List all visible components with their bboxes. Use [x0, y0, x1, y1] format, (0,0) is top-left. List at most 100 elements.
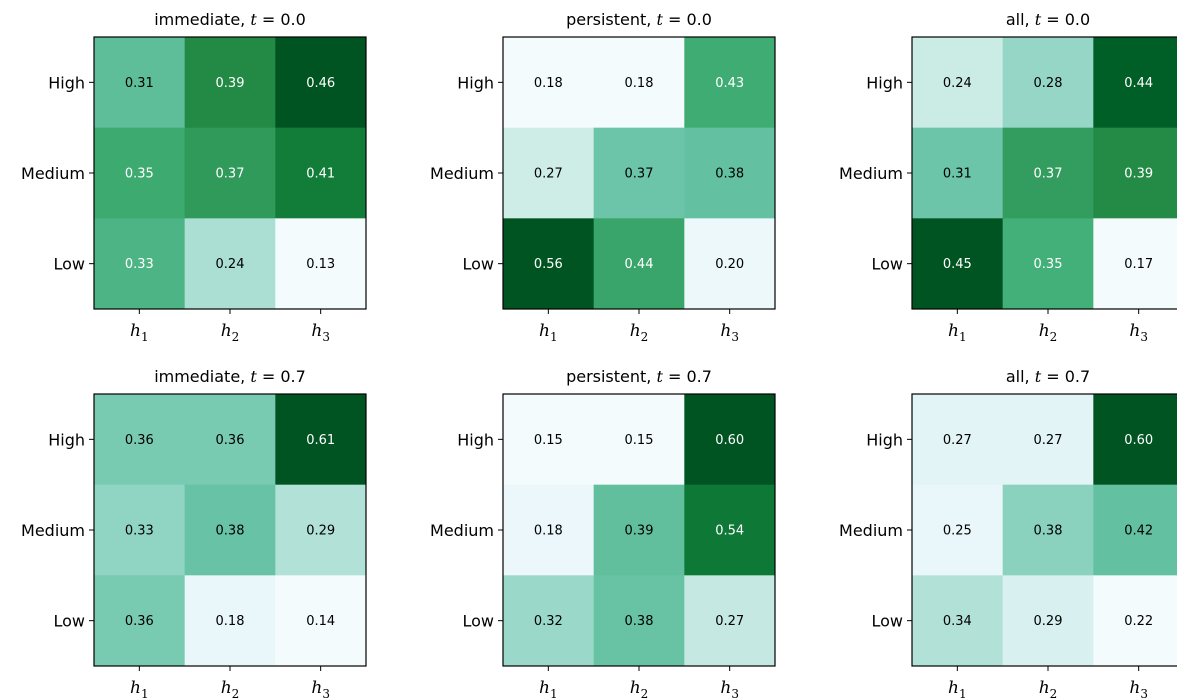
heatmap-cell — [184, 127, 276, 219]
heatmap-cell — [503, 127, 595, 219]
cell-value-label: 0.28 — [1034, 76, 1063, 91]
x-tick-label: h2 — [221, 678, 240, 700]
heatmap-cell — [1093, 218, 1177, 310]
heatmap-cell — [1002, 394, 1094, 486]
cell-value-label: 0.14 — [306, 614, 335, 629]
cell-value-label: 0.37 — [216, 167, 245, 182]
cell-value-label: 0.39 — [1124, 167, 1153, 182]
cell-value-label: 0.35 — [1034, 257, 1063, 272]
heatmap-cell — [184, 218, 276, 310]
cell-value-label: 0.39 — [625, 524, 654, 539]
cell-value-label: 0.38 — [715, 167, 744, 182]
heatmap-panel: 0.36 0.36 0.61 0.33 0.38 0.29 0.36 0.18 0.14 imme… — [21, 367, 367, 700]
cell-value-label: 0.43 — [715, 76, 744, 91]
y-tick-label: Medium — [430, 521, 494, 540]
heatmap-cell — [912, 575, 1004, 667]
x-tick-label: h1 — [539, 678, 558, 700]
heatmap-cell — [912, 394, 1004, 486]
heatmap-cell — [1093, 127, 1177, 219]
heatmap-cell — [1093, 575, 1177, 667]
x-tick-label: h3 — [1129, 321, 1148, 344]
y-tick-label: Medium — [21, 521, 85, 540]
cell-value-label: 0.38 — [1034, 524, 1063, 539]
heatmap-cell — [275, 37, 367, 129]
heatmap-cell — [275, 575, 367, 667]
cell-value-label: 0.46 — [306, 76, 335, 91]
cell-value-label: 0.29 — [1034, 614, 1063, 629]
y-tick-label: High — [48, 430, 85, 449]
y-tick-label: Medium — [839, 164, 903, 183]
x-tick-label: h3 — [1129, 678, 1148, 700]
cell-value-label: 0.60 — [1124, 433, 1153, 448]
cell-value-label: 0.15 — [534, 433, 563, 448]
heatmap-cell — [94, 218, 186, 310]
heatmap-cell — [912, 127, 1004, 219]
heatmap-panel: 0.24 0.28 0.44 0.31 0.37 0.39 0.45 0.35 0.17 all,… — [839, 10, 1177, 344]
heatmap-cell — [94, 575, 186, 667]
cell-value-label: 0.35 — [125, 167, 154, 182]
cell-value-label: 0.24 — [216, 257, 245, 272]
cell-value-label: 0.27 — [1034, 433, 1063, 448]
heatmap-cell — [912, 37, 1004, 129]
cell-value-label: 0.38 — [216, 524, 245, 539]
cell-value-label: 0.25 — [943, 524, 972, 539]
heatmap-cell — [94, 127, 186, 219]
heatmap-cell — [1002, 37, 1094, 129]
heatmap-cell — [184, 37, 276, 129]
cell-value-label: 0.45 — [943, 257, 972, 272]
heatmap-cell — [94, 394, 186, 486]
cell-value-label: 0.56 — [534, 257, 563, 272]
cell-value-label: 0.20 — [715, 257, 744, 272]
cell-value-label: 0.37 — [625, 167, 654, 182]
x-tick-label: h1 — [948, 678, 967, 700]
heatmap-cell — [684, 37, 776, 129]
cell-value-label: 0.24 — [943, 76, 972, 91]
panel-title: persistent, t = 0.7 — [566, 367, 712, 386]
heatmap-cell — [593, 127, 685, 219]
cell-value-label: 0.36 — [125, 433, 154, 448]
y-tick-label: Low — [53, 255, 85, 274]
x-tick-label: h2 — [630, 321, 649, 344]
panel-title: all, t = 0.7 — [1006, 367, 1090, 386]
heatmap-cell — [275, 484, 367, 576]
heatmap-cell — [94, 484, 186, 576]
heatmap-cell — [912, 484, 1004, 576]
heatmap-cell — [1093, 37, 1177, 129]
cell-value-label: 0.54 — [715, 524, 744, 539]
heatmap-cell — [503, 575, 595, 667]
cell-value-label: 0.18 — [534, 76, 563, 91]
heatmap-cell — [275, 218, 367, 310]
heatmap-cell — [1093, 484, 1177, 576]
heatmap-cell — [684, 575, 776, 667]
heatmap-cell — [684, 218, 776, 310]
x-tick-label: h2 — [221, 321, 240, 344]
cell-value-label: 0.32 — [534, 614, 563, 629]
x-tick-label: h1 — [130, 678, 149, 700]
y-tick-label: High — [866, 430, 903, 449]
heatmap-cell — [593, 575, 685, 667]
heatmap-cell — [94, 37, 186, 129]
y-tick-label: High — [48, 73, 85, 92]
cell-value-label: 0.33 — [125, 257, 154, 272]
y-tick-label: Medium — [430, 164, 494, 183]
y-tick-label: Low — [871, 255, 903, 274]
y-tick-label: High — [457, 430, 494, 449]
heatmap-cell — [1002, 484, 1094, 576]
heatmap-cell — [912, 218, 1004, 310]
cell-value-label: 0.33 — [125, 524, 154, 539]
cell-value-label: 0.36 — [216, 433, 245, 448]
cell-value-label: 0.41 — [306, 167, 335, 182]
heatmap-cell — [503, 484, 595, 576]
cell-value-label: 0.27 — [943, 433, 972, 448]
cell-value-label: 0.36 — [125, 614, 154, 629]
heatmap-cell — [1002, 127, 1094, 219]
x-tick-label: h3 — [720, 321, 739, 344]
heatmap-panel: 0.18 0.18 0.43 0.27 0.37 0.38 0.56 0.44 0.20 pers… — [430, 10, 776, 344]
x-tick-label: h3 — [311, 678, 330, 700]
cell-value-label: 0.17 — [1124, 257, 1153, 272]
x-tick-label: h2 — [1039, 321, 1058, 344]
panel-title: immediate, t = 0.7 — [154, 367, 306, 386]
y-tick-label: Medium — [21, 164, 85, 183]
y-tick-label: Low — [462, 255, 494, 274]
